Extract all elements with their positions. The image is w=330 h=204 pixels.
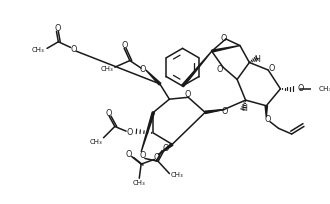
Text: CH₃: CH₃ [90,139,102,144]
Text: CH₃: CH₃ [133,180,146,186]
Text: O: O [140,65,146,74]
Text: O: O [269,64,275,73]
Text: O: O [153,153,159,162]
Text: CH₃: CH₃ [319,86,330,92]
Polygon shape [182,51,212,87]
Text: O: O [297,84,304,93]
Text: O: O [222,107,228,116]
Text: H: H [241,104,247,113]
Polygon shape [212,45,240,52]
Polygon shape [141,112,154,152]
Text: O: O [127,128,133,137]
Text: O: O [54,24,61,33]
Text: O: O [264,115,270,124]
Text: O: O [184,90,190,99]
Text: O: O [221,33,227,42]
Polygon shape [205,110,224,113]
Text: O: O [105,109,112,118]
Text: O: O [126,150,132,159]
Text: O: O [162,144,169,153]
Polygon shape [265,106,268,117]
Text: O: O [217,65,223,74]
Text: H: H [254,55,260,64]
Text: CH₃: CH₃ [101,66,114,72]
Polygon shape [158,143,173,155]
Text: O: O [140,151,146,160]
Polygon shape [146,70,161,85]
Text: CH₃: CH₃ [171,172,183,178]
Text: O: O [70,45,77,54]
Text: CH₃: CH₃ [31,47,44,53]
Text: O: O [122,41,128,50]
